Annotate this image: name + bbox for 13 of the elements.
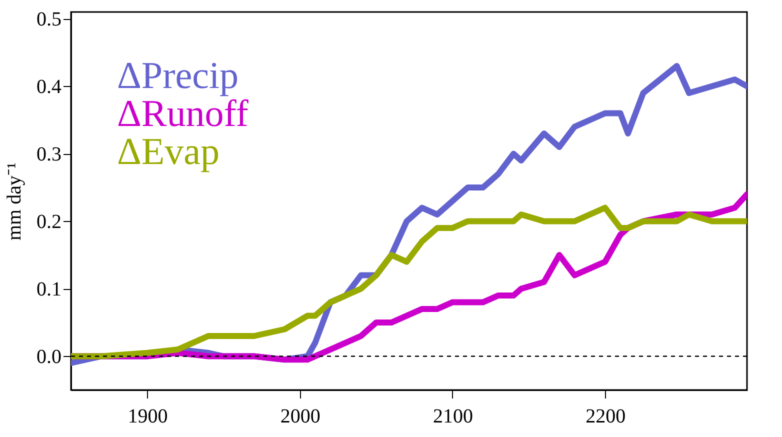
y-tick-label: 0.4: [36, 76, 62, 98]
y-tick-label: 0.1: [36, 278, 62, 300]
y-tick-label: 0.0: [36, 346, 62, 368]
x-tick-label: 2100: [432, 406, 473, 428]
x-tick-label: 1900: [128, 406, 168, 428]
x-tick-label: 2200: [586, 406, 626, 428]
text: ΔEvap: [117, 131, 220, 173]
y-tick-label: 0.2: [36, 210, 62, 233]
y-tick-label: 0.3: [36, 143, 62, 166]
y-axis-title: mm day⁻¹: [4, 162, 26, 240]
x-tick-label: 2000: [280, 406, 320, 428]
text: ΔPrecip: [117, 55, 239, 97]
y-tick-label: 0.5: [36, 8, 62, 30]
